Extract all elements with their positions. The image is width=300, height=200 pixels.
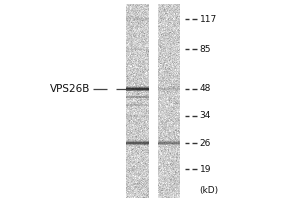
Text: 48: 48 [200,84,211,93]
Text: VPS26B: VPS26B [50,84,90,94]
Text: 26: 26 [200,138,211,148]
Text: 117: 117 [200,15,217,23]
Text: 19: 19 [200,164,211,173]
Text: 85: 85 [200,45,211,53]
Text: (kD): (kD) [200,186,219,194]
Text: 34: 34 [200,112,211,120]
